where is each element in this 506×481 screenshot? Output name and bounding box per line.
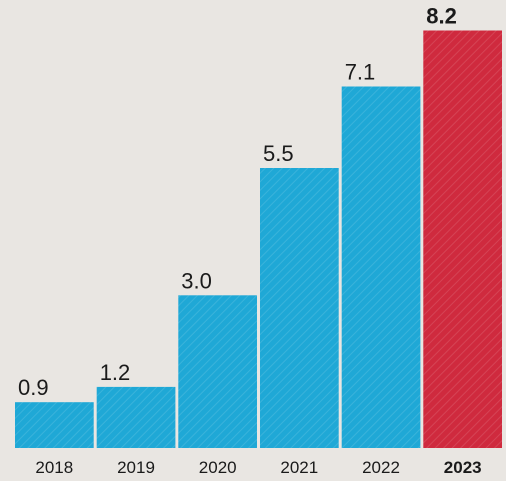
x-tick-label-2019: 2019 xyxy=(117,458,155,477)
x-tick-label-2018: 2018 xyxy=(35,458,73,477)
x-tick-label-2022: 2022 xyxy=(362,458,400,477)
value-label-2023: 8.2 xyxy=(426,4,457,29)
bar-texture-2018 xyxy=(15,402,94,448)
value-labels-group: 0.9 1.2 3.0 5.5 7.1 8.2 xyxy=(18,4,457,401)
value-label-2020: 3.0 xyxy=(181,268,212,293)
bars-group xyxy=(15,30,502,448)
value-label-2021: 5.5 xyxy=(263,141,294,166)
x-tick-label-2023: 2023 xyxy=(444,458,482,477)
bar-texture-2021 xyxy=(260,168,339,448)
x-tick-labels-group: 2018 2019 2020 2021 2022 2023 xyxy=(35,458,481,477)
x-tick-label-2021: 2021 xyxy=(280,458,318,477)
bar-texture-2023 xyxy=(423,30,502,448)
bar-texture-2022 xyxy=(341,86,421,448)
x-tick-label-2020: 2020 xyxy=(199,458,237,477)
value-label-2018: 0.9 xyxy=(18,375,49,400)
value-label-2019: 1.2 xyxy=(100,360,131,385)
value-label-2022: 7.1 xyxy=(345,60,376,85)
bar-texture-2019 xyxy=(96,386,176,448)
bar-texture-2020 xyxy=(178,295,257,448)
